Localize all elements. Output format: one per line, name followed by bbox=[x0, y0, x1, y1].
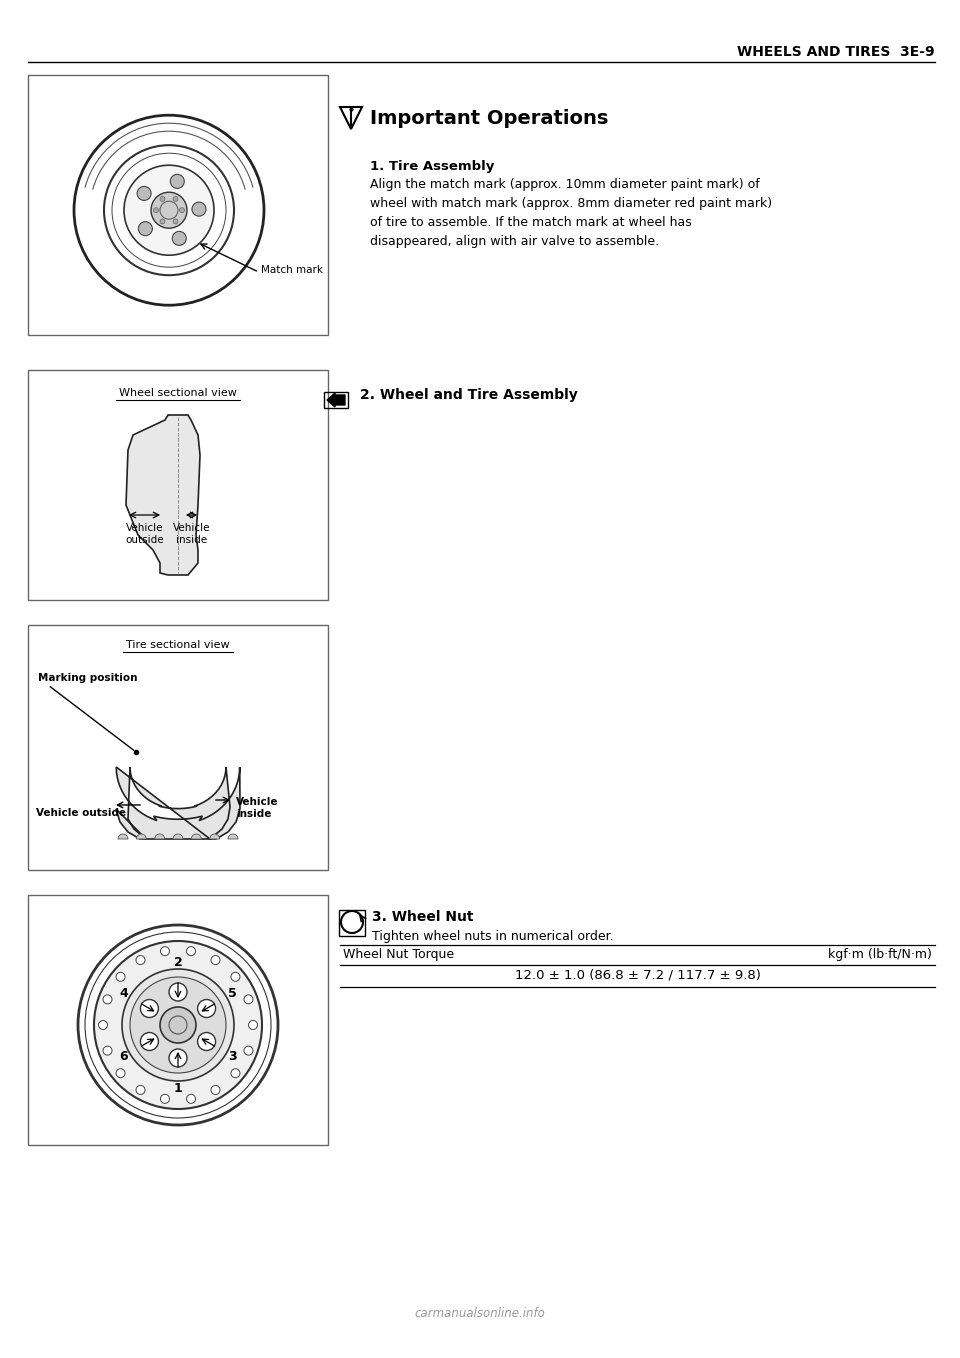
Text: kgf·m (lb·ft/N·m): kgf·m (lb·ft/N·m) bbox=[828, 948, 932, 961]
Circle shape bbox=[160, 219, 165, 224]
Bar bbox=[28, 625, 328, 870]
Circle shape bbox=[192, 202, 206, 216]
Circle shape bbox=[136, 1085, 145, 1095]
Circle shape bbox=[124, 166, 214, 255]
Circle shape bbox=[151, 193, 187, 228]
Circle shape bbox=[173, 197, 178, 201]
Circle shape bbox=[160, 1008, 196, 1043]
Text: WHEELS AND TIRES  3E-9: WHEELS AND TIRES 3E-9 bbox=[737, 45, 935, 58]
Circle shape bbox=[160, 1095, 170, 1103]
Text: Wheel Nut Torque: Wheel Nut Torque bbox=[343, 948, 454, 961]
Text: 1. Tire Assembly: 1. Tire Assembly bbox=[370, 160, 494, 172]
Circle shape bbox=[198, 1032, 216, 1051]
Circle shape bbox=[122, 970, 234, 1081]
Circle shape bbox=[138, 221, 153, 236]
Wedge shape bbox=[155, 834, 165, 839]
Circle shape bbox=[186, 947, 196, 956]
Wedge shape bbox=[118, 834, 128, 839]
Text: 6: 6 bbox=[119, 1050, 128, 1063]
Text: 3. Wheel Nut: 3. Wheel Nut bbox=[372, 910, 473, 923]
Wedge shape bbox=[173, 834, 183, 839]
Text: Marking position: Marking position bbox=[38, 674, 137, 683]
Text: 1: 1 bbox=[174, 1081, 182, 1095]
Text: 12.0 ± 1.0 (86.8 ± 7.2 / 117.7 ± 9.8): 12.0 ± 1.0 (86.8 ± 7.2 / 117.7 ± 9.8) bbox=[515, 968, 760, 980]
Text: 2. Wheel and Tire Assembly: 2. Wheel and Tire Assembly bbox=[360, 388, 578, 402]
Circle shape bbox=[169, 983, 187, 1001]
Circle shape bbox=[99, 1020, 108, 1029]
Circle shape bbox=[140, 999, 158, 1017]
Text: Vehicle
inside: Vehicle inside bbox=[236, 797, 278, 819]
Wedge shape bbox=[191, 834, 202, 839]
Circle shape bbox=[170, 174, 184, 189]
Circle shape bbox=[211, 956, 220, 964]
Circle shape bbox=[249, 1020, 257, 1029]
Text: 3: 3 bbox=[228, 1050, 237, 1063]
Circle shape bbox=[160, 947, 170, 956]
Circle shape bbox=[94, 941, 262, 1109]
Bar bbox=[339, 910, 365, 936]
Wedge shape bbox=[136, 834, 146, 839]
Circle shape bbox=[130, 976, 226, 1073]
Text: 5: 5 bbox=[228, 987, 237, 999]
Text: Important Operations: Important Operations bbox=[370, 109, 609, 128]
Circle shape bbox=[244, 995, 253, 1004]
Circle shape bbox=[140, 1032, 158, 1051]
Polygon shape bbox=[126, 416, 200, 574]
Circle shape bbox=[231, 972, 240, 982]
Circle shape bbox=[198, 999, 216, 1017]
FancyArrow shape bbox=[327, 392, 345, 407]
Circle shape bbox=[172, 231, 186, 246]
Circle shape bbox=[136, 956, 145, 964]
Circle shape bbox=[160, 197, 165, 201]
Circle shape bbox=[186, 1095, 196, 1103]
Bar bbox=[324, 392, 348, 407]
Circle shape bbox=[116, 1069, 125, 1078]
Circle shape bbox=[103, 995, 112, 1004]
Text: Tighten wheel nuts in numerical order.: Tighten wheel nuts in numerical order. bbox=[372, 930, 613, 942]
Circle shape bbox=[180, 208, 184, 213]
Polygon shape bbox=[116, 767, 240, 839]
Bar bbox=[28, 895, 328, 1145]
Circle shape bbox=[211, 1085, 220, 1095]
Circle shape bbox=[244, 1046, 253, 1055]
Text: 2: 2 bbox=[174, 956, 182, 968]
Text: Match mark: Match mark bbox=[261, 265, 323, 276]
Text: 4: 4 bbox=[119, 987, 128, 999]
Text: Vehicle
outside: Vehicle outside bbox=[126, 523, 164, 545]
Bar bbox=[28, 369, 328, 600]
Text: Align the match mark (approx. 10mm diameter paint mark) of
wheel with match mark: Align the match mark (approx. 10mm diame… bbox=[370, 178, 772, 249]
Circle shape bbox=[169, 1048, 187, 1067]
Text: Tire sectional view: Tire sectional view bbox=[126, 640, 229, 650]
Circle shape bbox=[173, 219, 178, 224]
Circle shape bbox=[103, 1046, 112, 1055]
Text: Wheel sectional view: Wheel sectional view bbox=[119, 388, 237, 398]
Circle shape bbox=[137, 186, 151, 201]
Circle shape bbox=[154, 208, 158, 213]
Wedge shape bbox=[228, 834, 238, 839]
Circle shape bbox=[231, 1069, 240, 1078]
Wedge shape bbox=[209, 834, 220, 839]
Circle shape bbox=[116, 972, 125, 982]
Text: carmanualsonline.info: carmanualsonline.info bbox=[415, 1306, 545, 1320]
Bar bbox=[28, 75, 328, 335]
Text: Vehicle outside: Vehicle outside bbox=[36, 808, 126, 818]
Text: Vehicle
inside: Vehicle inside bbox=[173, 523, 211, 545]
